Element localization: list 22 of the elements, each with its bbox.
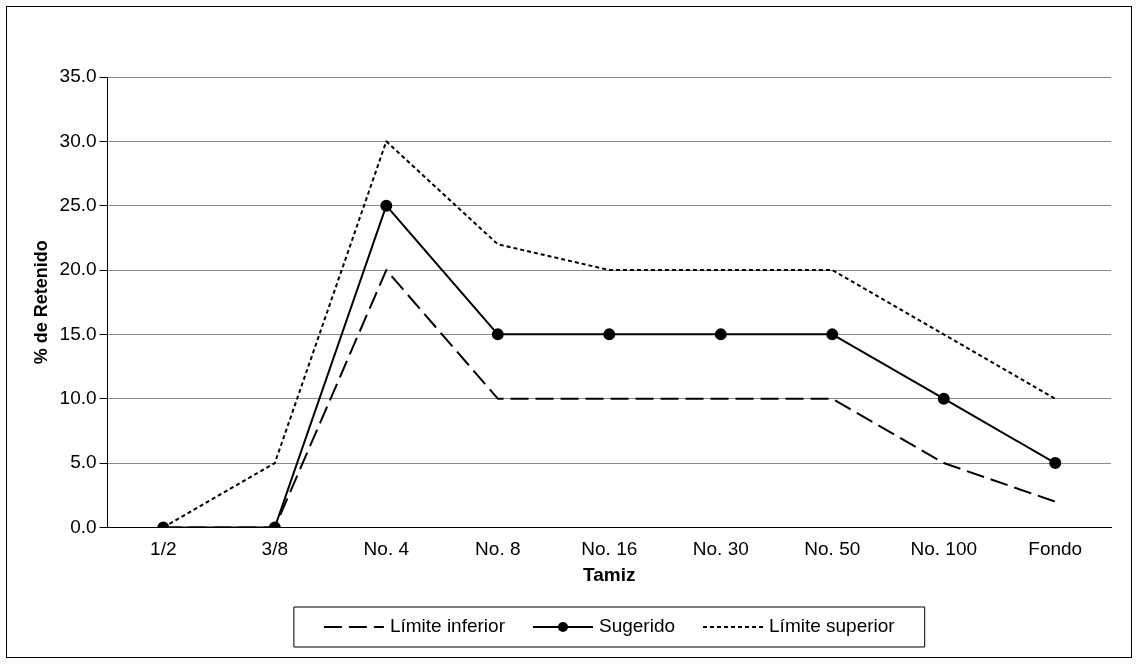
x-tick-label: No. 30 — [692, 538, 749, 560]
y-tick-label: 0.0 — [70, 515, 97, 537]
y-tick-label: 20.0 — [59, 258, 97, 280]
x-tick-label: 3/8 — [261, 538, 289, 560]
x-axis-title: Tamiz — [583, 563, 636, 585]
y-axis-title: % de Retenido — [30, 240, 51, 365]
x-tick-label: No. 100 — [910, 538, 978, 560]
x-tick-label: No. 16 — [581, 538, 638, 560]
y-tick-label: 30.0 — [59, 129, 97, 151]
legend-label: Límite inferior — [389, 615, 506, 637]
y-tick-label: 5.0 — [70, 451, 97, 473]
x-tick-label: No. 8 — [475, 538, 521, 560]
x-tick-label: Fondo — [1028, 538, 1083, 560]
x-tick-label: 1/2 — [150, 538, 177, 560]
y-tick-label: 10.0 — [59, 386, 97, 408]
y-tick-label: 25.0 — [59, 193, 97, 215]
y-tick-label: 15.0 — [59, 322, 97, 344]
y-tick-label: 35.0 — [59, 65, 97, 87]
legend-label: Sugerido — [598, 615, 676, 637]
x-tick-label: No. 50 — [804, 538, 861, 560]
legend-label: Límite superior — [769, 615, 896, 637]
x-tick-label: No. 4 — [363, 538, 410, 560]
